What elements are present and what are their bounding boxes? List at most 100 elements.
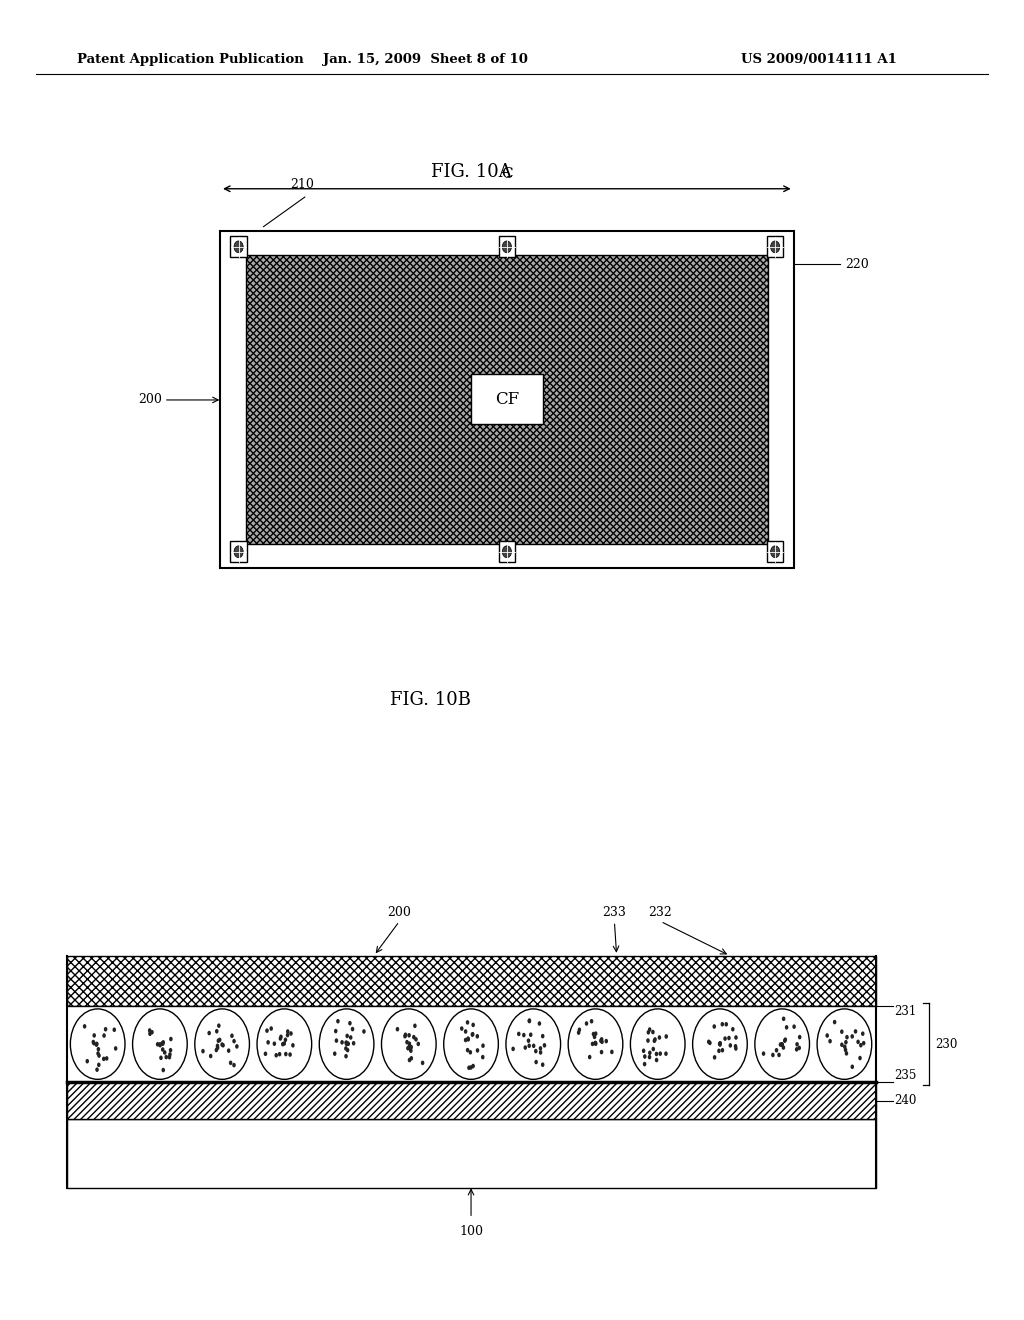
Circle shape xyxy=(503,242,511,252)
Circle shape xyxy=(169,1036,173,1041)
Circle shape xyxy=(665,1034,668,1039)
Circle shape xyxy=(861,1031,864,1036)
Text: 232: 232 xyxy=(648,906,673,919)
Circle shape xyxy=(230,1034,233,1038)
Circle shape xyxy=(71,1008,125,1080)
Circle shape xyxy=(408,1057,412,1063)
Circle shape xyxy=(796,1041,799,1047)
Circle shape xyxy=(539,1051,543,1055)
Circle shape xyxy=(346,1041,350,1047)
Circle shape xyxy=(345,1040,349,1045)
Circle shape xyxy=(265,1028,268,1034)
Circle shape xyxy=(721,1048,724,1052)
Circle shape xyxy=(599,1039,603,1043)
Circle shape xyxy=(168,1052,172,1057)
Circle shape xyxy=(97,1053,100,1057)
Circle shape xyxy=(713,1055,717,1060)
Circle shape xyxy=(594,1041,597,1045)
Circle shape xyxy=(272,1041,276,1045)
Circle shape xyxy=(104,1056,109,1061)
Circle shape xyxy=(541,1063,545,1067)
Circle shape xyxy=(539,1045,543,1051)
Circle shape xyxy=(653,1038,656,1041)
Circle shape xyxy=(291,1043,295,1048)
Circle shape xyxy=(279,1036,283,1040)
Circle shape xyxy=(466,1036,470,1041)
Circle shape xyxy=(443,1008,499,1080)
Circle shape xyxy=(467,1065,471,1071)
Circle shape xyxy=(217,1023,220,1028)
Circle shape xyxy=(717,1048,721,1053)
Circle shape xyxy=(593,1035,596,1039)
Circle shape xyxy=(234,242,243,252)
Circle shape xyxy=(781,1045,785,1049)
Circle shape xyxy=(160,1041,164,1045)
Circle shape xyxy=(585,1022,589,1026)
Circle shape xyxy=(652,1039,656,1043)
Circle shape xyxy=(159,1056,163,1060)
Circle shape xyxy=(777,1052,781,1057)
Circle shape xyxy=(227,1048,230,1053)
Text: 200: 200 xyxy=(387,906,412,919)
Circle shape xyxy=(283,1041,286,1045)
Circle shape xyxy=(168,1055,171,1060)
Circle shape xyxy=(610,1049,613,1055)
Circle shape xyxy=(266,1040,270,1044)
Bar xyxy=(230,236,247,257)
Circle shape xyxy=(854,1030,857,1034)
Circle shape xyxy=(340,1040,344,1044)
Circle shape xyxy=(728,1043,732,1048)
Bar xyxy=(499,236,515,257)
Circle shape xyxy=(92,1041,95,1045)
Circle shape xyxy=(284,1052,288,1056)
Circle shape xyxy=(594,1041,598,1045)
Circle shape xyxy=(234,546,243,557)
Circle shape xyxy=(161,1041,165,1045)
Circle shape xyxy=(409,1047,413,1052)
Circle shape xyxy=(410,1048,413,1053)
Circle shape xyxy=(269,1026,273,1031)
Circle shape xyxy=(523,1045,527,1049)
Circle shape xyxy=(721,1022,724,1027)
Circle shape xyxy=(280,1035,283,1039)
Circle shape xyxy=(346,1048,349,1052)
Circle shape xyxy=(840,1043,844,1047)
Bar xyxy=(767,541,783,562)
Circle shape xyxy=(91,1040,95,1044)
Circle shape xyxy=(798,1045,801,1051)
Circle shape xyxy=(481,1055,484,1060)
Circle shape xyxy=(349,1035,352,1040)
Text: 233: 233 xyxy=(602,906,627,919)
Text: 231: 231 xyxy=(894,1005,916,1018)
Circle shape xyxy=(414,1038,418,1041)
Circle shape xyxy=(351,1027,354,1031)
Circle shape xyxy=(828,1039,831,1044)
Bar xyxy=(246,255,768,544)
Circle shape xyxy=(727,1036,731,1040)
Circle shape xyxy=(471,1032,474,1038)
Circle shape xyxy=(216,1044,219,1048)
Circle shape xyxy=(577,1031,581,1035)
Circle shape xyxy=(538,1022,542,1026)
Text: 240: 240 xyxy=(894,1094,916,1107)
Circle shape xyxy=(344,1040,348,1045)
Circle shape xyxy=(506,1008,560,1080)
Bar xyxy=(67,1119,876,1188)
Bar xyxy=(67,956,876,1006)
Circle shape xyxy=(526,1039,530,1043)
Circle shape xyxy=(236,1044,239,1048)
Circle shape xyxy=(395,1027,399,1031)
Circle shape xyxy=(771,1052,775,1057)
Bar xyxy=(246,255,768,544)
Circle shape xyxy=(590,1019,593,1023)
Circle shape xyxy=(165,1055,168,1060)
Circle shape xyxy=(707,1040,711,1044)
Circle shape xyxy=(840,1030,844,1034)
Circle shape xyxy=(775,1048,778,1052)
Circle shape xyxy=(592,1032,595,1036)
Circle shape xyxy=(731,1027,734,1031)
Circle shape xyxy=(782,1016,785,1022)
Circle shape xyxy=(148,1031,152,1036)
Circle shape xyxy=(535,1060,538,1064)
Bar xyxy=(471,375,543,425)
